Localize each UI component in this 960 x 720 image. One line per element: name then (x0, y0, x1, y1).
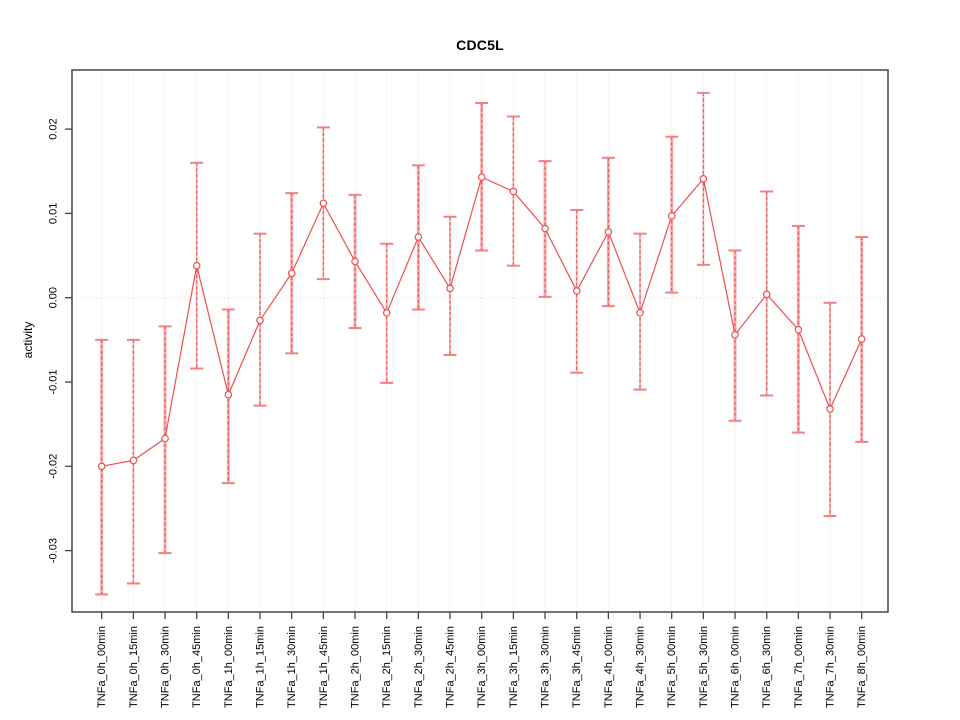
x-tick-label: TNFa_0h_00min (96, 626, 108, 708)
data-point (604, 228, 613, 236)
data-point (699, 175, 708, 183)
x-tick-label: TNFa_0h_30min (160, 626, 172, 708)
x-tick-label: TNFa_1h_30min (286, 626, 298, 708)
x-tick-label: TNFa_5h_00min (666, 626, 678, 708)
y-axis-label: activity (21, 321, 35, 359)
data-point (572, 287, 581, 295)
x-tick-label: TNFa_1h_00min (223, 626, 235, 708)
y-tick-label: -0.01 (48, 369, 60, 394)
x-tick-label: TNFa_3h_45min (571, 626, 583, 708)
x-tick-label: TNFa_6h_30min (761, 626, 773, 708)
x-tick-label: TNFa_2h_15min (381, 626, 393, 708)
x-tick-label: TNFa_3h_30min (540, 626, 552, 708)
data-point (636, 309, 644, 317)
data-point (541, 224, 549, 233)
data-point (667, 212, 676, 220)
x-tick-label: TNFa_5h_30min (698, 626, 710, 708)
data-point (256, 316, 264, 325)
x-tick-label: TNFa_0h_45min (191, 626, 203, 708)
data-point (414, 233, 423, 241)
y-tick-label: -0.02 (48, 454, 60, 479)
data-point (351, 257, 359, 266)
data-point (446, 284, 454, 293)
chart-title: CDC5L (456, 37, 504, 53)
data-point (826, 405, 834, 413)
x-tick-label: TNFa_0h_15min (128, 626, 140, 708)
data-point (794, 325, 803, 334)
x-tick-label: TNFa_7h_30min (825, 626, 837, 708)
data-point (192, 261, 201, 270)
x-tick-label: TNFa_7h_00min (793, 626, 805, 708)
data-point (319, 199, 328, 208)
data-point (161, 434, 169, 443)
data-point (762, 290, 771, 299)
x-tick-label: TNFa_4h_00min (603, 626, 615, 708)
data-point (287, 269, 296, 278)
y-tick-label: 0.01 (48, 203, 60, 224)
x-tick-label: TNFa_8h_00min (856, 626, 868, 708)
x-tick-label: TNFa_6h_00min (730, 626, 742, 708)
data-point (509, 187, 518, 196)
x-tick-label: TNFa_1h_45min (318, 626, 330, 708)
data-point (477, 173, 486, 181)
x-tick-label: TNFa_2h_45min (445, 626, 457, 708)
x-tick-label: TNFa_2h_00min (350, 626, 362, 708)
y-tick-label: 0.00 (48, 287, 60, 308)
x-tick-label: TNFa_3h_00min (476, 626, 488, 708)
x-tick-label: TNFa_4h_30min (635, 626, 647, 708)
x-tick-label: TNFa_3h_15min (508, 626, 520, 708)
data-point (129, 456, 138, 465)
x-tick-label: TNFa_1h_15min (255, 626, 267, 708)
data-point (224, 390, 233, 399)
data-point (382, 309, 391, 317)
x-tick-label: TNFa_2h_30min (413, 626, 425, 708)
data-point (731, 330, 739, 339)
data-point (857, 335, 866, 343)
plot-border (71, 69, 889, 613)
y-tick-label: -0.03 (48, 538, 60, 563)
data-point (97, 462, 106, 471)
y-tick-label: 0.02 (48, 118, 60, 139)
